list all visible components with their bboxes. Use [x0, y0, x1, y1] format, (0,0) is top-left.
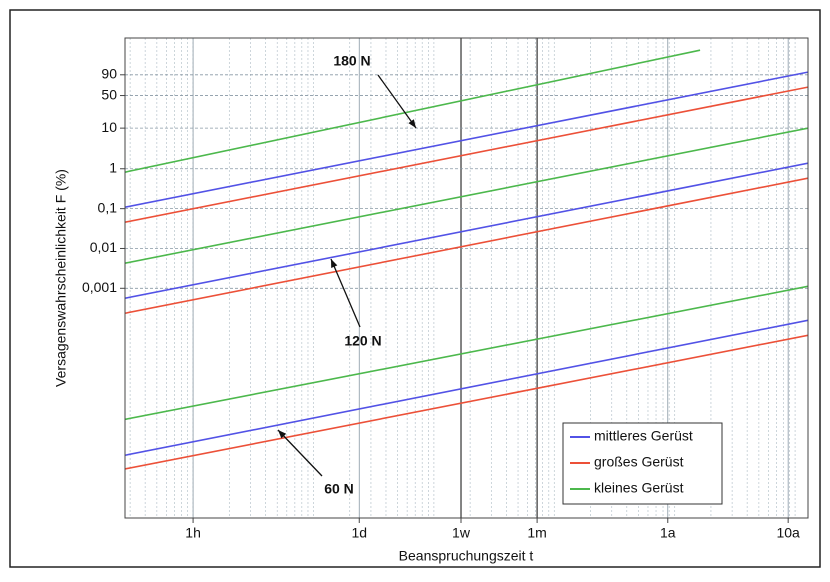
y-tick-label: 50 [101, 86, 117, 102]
x-tick-label: 10a [776, 525, 800, 541]
series-line [125, 162, 808, 300]
arrow-head [408, 119, 416, 128]
x-tick-label: 1w [452, 525, 471, 541]
x-tick-label: 1a [660, 525, 676, 541]
legend: mittleres Gerüst großes Gerüst kleines Ger… [562, 422, 723, 505]
y-tick-label: 0,1 [98, 199, 118, 215]
series-line [125, 285, 808, 421]
plot-border [124, 37, 809, 519]
annotation-arrow [330, 258, 361, 328]
arrow-head [331, 259, 338, 268]
legend-label: mittleres Gerüst [594, 428, 693, 444]
series-line [125, 334, 808, 470]
series-line [125, 319, 808, 457]
y-tick-label: 0,001 [82, 279, 117, 295]
legend-label: kleines Gerüst [594, 480, 684, 496]
series-line [125, 71, 808, 208]
x-tick-label: 1d [351, 525, 367, 541]
plot-lines [125, 49, 808, 470]
x-axis-title: Beanspruchungszeit t [399, 548, 534, 564]
annotation: 120 N [344, 333, 381, 349]
series-line [125, 49, 701, 173]
series-line [125, 177, 808, 315]
y-tick-label: 1 [109, 159, 117, 175]
y-axis-title: Versagenswahrscheinlichkeit F (%) [53, 169, 69, 387]
y-tick-label: 0,01 [90, 239, 117, 255]
series-line [125, 86, 808, 223]
legend-label: großes Gerüst [594, 454, 684, 470]
annotation-arrow [277, 429, 323, 477]
x-tick-label: 1h [185, 525, 201, 541]
x-tick-label: 1m [527, 525, 546, 541]
y-tick-label: 90 [101, 65, 117, 81]
annotation: 180 N [333, 53, 370, 69]
y-tick-label: 10 [101, 119, 117, 135]
grid [125, 38, 808, 518]
series-line [125, 127, 808, 264]
annotation: 60 N [324, 481, 354, 497]
arrow-head [278, 430, 287, 439]
annotations: 180 N 120 N 60 N [277, 53, 417, 497]
annotation-arrow [377, 74, 417, 129]
